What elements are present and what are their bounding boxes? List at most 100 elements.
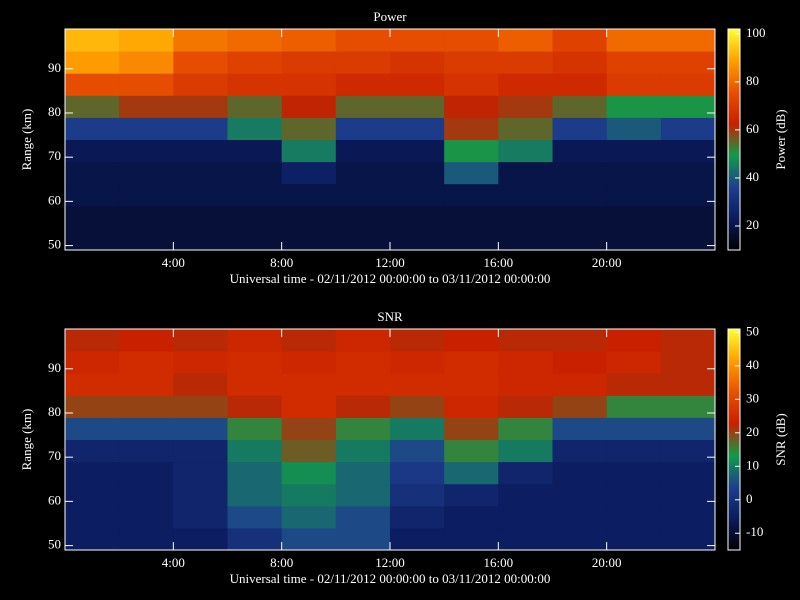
x-tick-label: 4:00 <box>162 255 185 270</box>
colorbar-tick-label: 50 <box>746 323 759 338</box>
heatmap-cell <box>390 139 445 163</box>
heatmap-cell <box>281 73 337 96</box>
heatmap-cell <box>444 417 499 440</box>
y-axis-label: Range (km) <box>19 409 34 471</box>
heatmap-cell <box>335 505 391 529</box>
heatmap-cell <box>65 183 120 207</box>
heatmap-cell <box>660 483 716 507</box>
heatmap-cell <box>335 139 391 163</box>
heatmap-cell <box>173 417 228 440</box>
heatmap-cell <box>65 505 120 529</box>
x-tick-label: 8:00 <box>270 255 293 270</box>
heatmap-cell <box>498 161 553 185</box>
heatmap-cell <box>227 483 283 507</box>
heatmap-cell <box>173 351 228 374</box>
colorbar-tick-label: 10 <box>746 457 759 472</box>
heatmap-cell <box>552 483 608 507</box>
heatmap-cell <box>173 505 228 529</box>
heatmap-cell <box>119 227 174 251</box>
heatmap-cell <box>227 139 283 163</box>
heatmap-cell <box>390 505 445 529</box>
colorbar-frame <box>727 28 741 251</box>
heatmap-cell <box>444 527 499 551</box>
heatmap-cell <box>65 29 120 52</box>
heatmap-cell <box>119 439 174 463</box>
heatmap-cell <box>552 161 608 185</box>
heatmap-cell <box>119 351 174 374</box>
heatmap-cell <box>444 139 499 163</box>
heatmap-cell <box>444 117 499 140</box>
heatmap-cell <box>119 329 174 352</box>
heatmap-cell <box>119 483 174 507</box>
heatmap-cell <box>119 161 174 185</box>
heatmap-cell <box>498 139 553 163</box>
heatmap-cell <box>498 417 553 440</box>
colorbar-frame <box>727 328 741 551</box>
heatmap-cell <box>606 505 662 529</box>
heatmap-cell <box>173 117 228 140</box>
heatmap-cell <box>281 395 337 418</box>
heatmap-cell <box>65 161 120 185</box>
heatmap-cell <box>444 395 499 418</box>
heatmap-cell <box>65 51 120 74</box>
heatmap-cell <box>227 117 283 140</box>
heatmap-cell <box>335 483 391 507</box>
y-tick-label: 80 <box>48 404 61 419</box>
heatmap-cell <box>552 29 608 52</box>
heatmap-cell <box>335 117 391 140</box>
heatmap-cell <box>227 461 283 485</box>
heatmap-cell <box>65 351 120 374</box>
heatmap-cell <box>552 395 608 418</box>
heatmap-cell <box>119 117 174 140</box>
heatmap-cell <box>444 161 499 185</box>
heatmap-cell <box>119 29 174 52</box>
heatmap-cell <box>444 483 499 507</box>
heatmap-cell <box>119 183 174 207</box>
x-axis-label: Universal time - 02/11/2012 00:00:00 to … <box>230 271 551 286</box>
heatmap-cell <box>281 483 337 507</box>
heatmap-cell <box>498 439 553 463</box>
heatmap-cell <box>444 439 499 463</box>
x-tick-label: 12:00 <box>375 555 405 570</box>
heatmap-cell <box>119 73 174 96</box>
heatmap-cell <box>281 227 337 251</box>
heatmap-cell <box>65 439 120 463</box>
heatmap-cell <box>390 439 445 463</box>
heatmap-cell <box>119 505 174 529</box>
x-tick-label: 16:00 <box>484 555 514 570</box>
y-tick-label: 50 <box>48 237 61 252</box>
heatmap-cell <box>552 51 608 74</box>
heatmap-cell <box>498 351 553 374</box>
heatmap-cell <box>498 95 553 118</box>
heatmap-cell <box>390 29 445 52</box>
heatmap-cell <box>606 373 662 396</box>
heatmap-cell <box>498 461 553 485</box>
heatmap-cell <box>552 461 608 485</box>
heatmap-cell <box>660 527 716 551</box>
heatmap-cell <box>660 95 716 118</box>
heatmap-cell <box>281 439 337 463</box>
heatmap-cell <box>119 395 174 418</box>
heatmap-cell <box>390 329 445 352</box>
heatmap-cell <box>335 461 391 485</box>
heatmap-cell <box>660 73 716 96</box>
heatmap-cell <box>444 29 499 52</box>
heatmap-cell <box>498 527 553 551</box>
heatmap-cell <box>65 117 120 140</box>
heatmap-cell <box>660 51 716 74</box>
heatmap-cell <box>65 461 120 485</box>
y-tick-label: 70 <box>48 448 61 463</box>
heatmap-cell <box>498 51 553 74</box>
y-tick-label: 70 <box>48 148 61 163</box>
heatmap-cell <box>660 227 716 251</box>
heatmap-cell <box>606 527 662 551</box>
heatmap-cell <box>281 527 337 551</box>
heatmap-cell <box>552 351 608 374</box>
heatmap-cell <box>281 329 337 352</box>
heatmap-cell <box>444 51 499 74</box>
heatmap-cell <box>498 329 553 352</box>
y-tick-label: 60 <box>48 192 61 207</box>
colorbar-label: Power (dB) <box>773 109 788 169</box>
heatmap-cell <box>281 351 337 374</box>
heatmap-cell <box>281 505 337 529</box>
